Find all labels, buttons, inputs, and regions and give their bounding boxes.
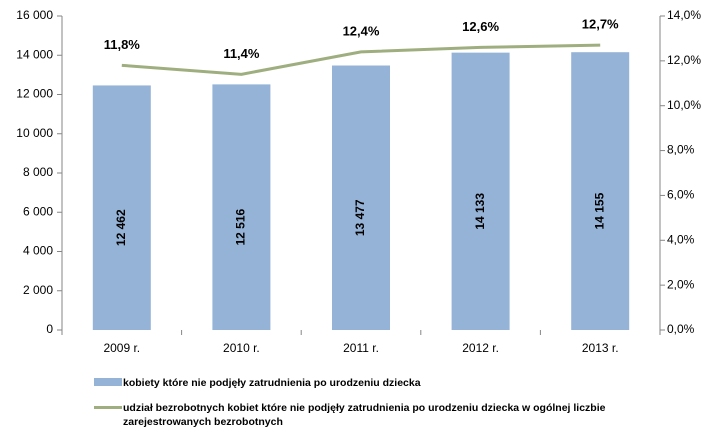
y-tick-label: 8 000 bbox=[23, 165, 53, 179]
line-value-label: 12,6% bbox=[462, 19, 499, 34]
y-tick-label: 2 000 bbox=[23, 283, 53, 297]
x-tick-label: 2012 r. bbox=[462, 341, 499, 355]
bar bbox=[451, 52, 510, 331]
legend-label: udział bezrobotnych kobiet które nie pod… bbox=[123, 402, 606, 428]
line bbox=[121, 43, 601, 76]
bar bbox=[92, 85, 151, 330]
line-value-label: 11,8% bbox=[104, 37, 141, 52]
bar-value-label: 14 155 bbox=[592, 192, 606, 229]
bar bbox=[571, 52, 630, 330]
x-tick-label: 2009 r. bbox=[103, 341, 140, 355]
bar-value-label: 13 477 bbox=[353, 199, 367, 236]
line-value-label: 12,7% bbox=[582, 17, 619, 32]
line-value-label: 12,4% bbox=[343, 23, 380, 38]
y2-tick-label: 0,0% bbox=[667, 322, 695, 336]
x-tick-label: 2011 r. bbox=[343, 341, 379, 355]
bar bbox=[332, 65, 390, 330]
y-tick-label: 12 000 bbox=[16, 87, 53, 101]
legend-swatch bbox=[94, 406, 122, 409]
bar bbox=[212, 84, 271, 330]
y-tick-label: 16 000 bbox=[16, 8, 53, 22]
y-tick-label: 6 000 bbox=[23, 204, 53, 218]
bar-value-label: 14 133 bbox=[473, 193, 487, 230]
y2-tick-label: 6,0% bbox=[667, 188, 695, 202]
y-tick-label: 14 000 bbox=[16, 47, 53, 61]
bar-value-label: 12 462 bbox=[114, 209, 128, 246]
x-tick-label: 2013 r. bbox=[582, 341, 619, 355]
y2-tick-label: 4,0% bbox=[667, 232, 695, 246]
bar-value-label: 12 516 bbox=[234, 209, 248, 246]
line-value-label: 11,4% bbox=[223, 46, 260, 61]
plot: 0 2 000 4 000 6 000 8 000 10 000 12 000 14 000 1… bbox=[16, 8, 701, 355]
legend-label: kobiety które nie podjęły zatrudnienia p… bbox=[123, 377, 421, 389]
y2-tick-label: 8,0% bbox=[667, 143, 695, 157]
y2-tick-label: 12,0% bbox=[667, 53, 701, 67]
y-tick-label: 4 000 bbox=[23, 244, 53, 258]
y2-tick-label: 14,0% bbox=[667, 8, 701, 22]
x-tick-label: 2010 r. bbox=[223, 341, 260, 355]
y2-tick-label: 10,0% bbox=[667, 98, 701, 112]
y2-tick-label: 2,0% bbox=[667, 277, 695, 291]
y-tick-label: 10 000 bbox=[16, 126, 53, 140]
y-tick-label: 0 bbox=[46, 322, 53, 336]
legend-swatch bbox=[94, 378, 122, 386]
